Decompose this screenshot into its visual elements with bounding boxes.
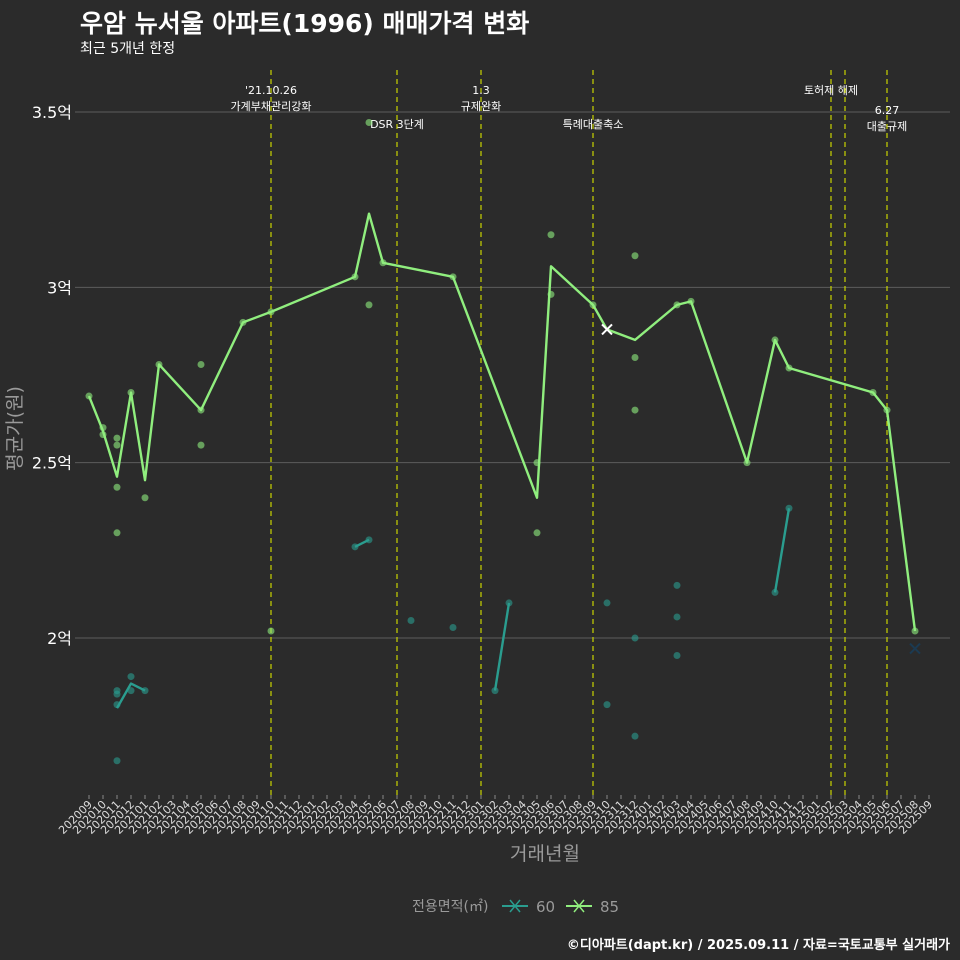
point-series-85 xyxy=(365,119,373,127)
legend-label-60: 60 xyxy=(536,898,555,916)
point-series-85 xyxy=(197,441,205,449)
point-series-60 xyxy=(631,634,639,642)
event-annotation: 대출규제 xyxy=(867,120,907,133)
point-series-60 xyxy=(673,581,681,589)
point-series-85 xyxy=(267,627,275,635)
point-series-85 xyxy=(113,441,121,449)
legend-key-85 xyxy=(573,899,585,913)
y-tick-label: 2억 xyxy=(47,629,72,648)
point-series-85 xyxy=(197,360,205,368)
legend-key-60 xyxy=(509,899,521,913)
point-series-60 xyxy=(407,616,415,624)
chart-subtitle: 최근 5개년 한정 xyxy=(80,41,176,57)
y-tick-label: 2.5억 xyxy=(32,454,72,473)
point-series-85 xyxy=(631,252,639,260)
point-series-85 xyxy=(365,301,373,309)
point-series-85 xyxy=(547,231,555,239)
point-series-85 xyxy=(113,434,121,442)
point-series-85 xyxy=(141,494,149,502)
legend-item-60: 60 xyxy=(502,898,555,916)
legend-item-85: 85 xyxy=(566,898,619,916)
point-series-85 xyxy=(113,529,121,537)
line-series-60 xyxy=(493,602,511,691)
line-series-60 xyxy=(773,508,791,593)
point-series-85 xyxy=(113,483,121,491)
event-annotation: 6.27 xyxy=(875,104,900,117)
point-series-60 xyxy=(113,687,121,695)
cross-mark-series-60 xyxy=(909,642,921,655)
event-annotation: 규제완화 xyxy=(461,100,501,113)
event-annotation: 특례대출축소 xyxy=(563,118,624,131)
x-axis-title: 거래년월 xyxy=(510,843,580,865)
point-series-60 xyxy=(603,701,611,709)
point-series-60 xyxy=(603,599,611,607)
chart-title: 우암 뉴서울 아파트(1996) 매매가격 변화 xyxy=(80,9,530,38)
point-series-85 xyxy=(631,406,639,414)
cross-mark-series-85 xyxy=(601,323,613,336)
point-series-60 xyxy=(449,623,457,631)
point-series-60 xyxy=(113,757,121,765)
point-series-60 xyxy=(673,613,681,621)
point-series-60 xyxy=(127,673,135,681)
line-series-60 xyxy=(354,538,370,548)
point-series-85 xyxy=(631,353,639,361)
source-caption: ©디아파트(dapt.kr) / 2025.09.11 / 자료=국토교통부 실… xyxy=(566,938,950,953)
y-tick-label: 3억 xyxy=(47,278,72,297)
point-series-85 xyxy=(533,529,541,537)
event-annotation: 1.3 xyxy=(472,84,490,97)
event-annotation: 가계부채관리강화 xyxy=(231,100,312,113)
point-series-60 xyxy=(631,732,639,740)
point-series-60 xyxy=(673,652,681,660)
event-annotation: DSR 3단계 xyxy=(370,118,424,131)
event-annotation: 토허제 해제 xyxy=(804,83,858,97)
legend-title: 전용면적(㎡) xyxy=(412,899,488,915)
event-annotation: '21.10.26 xyxy=(245,84,297,97)
y-tick-label: 3.5억 xyxy=(32,103,72,122)
line-series-85 xyxy=(87,212,917,632)
line-series-60 xyxy=(115,682,146,709)
legend-label-85: 85 xyxy=(600,898,619,916)
y-axis-title: 평균가(원) xyxy=(4,386,26,471)
